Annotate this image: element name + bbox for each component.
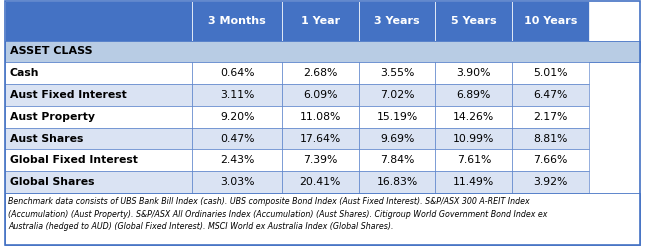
Bar [359, 84, 435, 106]
Text: 7.84%: 7.84% [380, 155, 414, 165]
Bar [282, 128, 359, 149]
Bar [5, 1, 192, 41]
Text: 3.03%: 3.03% [220, 177, 254, 187]
Bar [192, 106, 282, 128]
Text: 11.49%: 11.49% [453, 177, 495, 187]
Bar [282, 149, 359, 171]
Text: 5 Years: 5 Years [451, 16, 497, 26]
Text: 3.11%: 3.11% [220, 90, 254, 100]
Text: 3.92%: 3.92% [533, 177, 568, 187]
Bar [192, 1, 282, 41]
Bar [359, 149, 435, 171]
Bar [359, 106, 435, 128]
Bar [435, 171, 512, 193]
Bar [282, 171, 359, 193]
Bar [435, 106, 512, 128]
Bar [512, 62, 589, 84]
Bar [5, 128, 192, 149]
Text: Aust Fixed Interest: Aust Fixed Interest [10, 90, 126, 100]
Bar [5, 41, 640, 62]
Text: 1 Year: 1 Year [301, 16, 340, 26]
Text: Global Fixed Interest: Global Fixed Interest [10, 155, 137, 165]
Text: 14.26%: 14.26% [453, 112, 495, 122]
Bar [359, 128, 435, 149]
Text: 5.01%: 5.01% [533, 68, 568, 78]
Bar [512, 171, 589, 193]
Bar [282, 106, 359, 128]
Text: 7.02%: 7.02% [380, 90, 414, 100]
Bar [192, 128, 282, 149]
Bar [359, 62, 435, 84]
Text: 2.17%: 2.17% [533, 112, 568, 122]
Bar [5, 106, 192, 128]
Bar [435, 149, 512, 171]
Text: 8.81%: 8.81% [533, 134, 568, 143]
Text: 9.20%: 9.20% [220, 112, 254, 122]
Text: Aust Property: Aust Property [10, 112, 95, 122]
Bar [282, 84, 359, 106]
Bar [512, 84, 589, 106]
Bar [282, 62, 359, 84]
Bar [359, 171, 435, 193]
Text: 0.47%: 0.47% [220, 134, 254, 143]
Bar [192, 149, 282, 171]
Text: 6.09%: 6.09% [303, 90, 337, 100]
Bar [192, 62, 282, 84]
Bar [435, 128, 512, 149]
Bar [435, 1, 512, 41]
Text: Cash: Cash [10, 68, 39, 78]
Bar [359, 1, 435, 41]
Text: 7.66%: 7.66% [533, 155, 568, 165]
Bar [512, 149, 589, 171]
Text: 2.43%: 2.43% [220, 155, 254, 165]
Text: 9.69%: 9.69% [380, 134, 414, 143]
Text: 3 Months: 3 Months [208, 16, 266, 26]
Text: ASSET CLASS: ASSET CLASS [10, 46, 92, 56]
Text: 3 Years: 3 Years [374, 16, 420, 26]
Text: 16.83%: 16.83% [377, 177, 418, 187]
Text: 10 Years: 10 Years [524, 16, 577, 26]
Bar [512, 128, 589, 149]
Text: 17.64%: 17.64% [300, 134, 341, 143]
Text: 0.64%: 0.64% [220, 68, 254, 78]
Text: Benchmark data consists of UBS Bank Bill Index (cash). UBS composite Bond Index : Benchmark data consists of UBS Bank Bill… [8, 197, 548, 231]
Bar [435, 62, 512, 84]
Bar [192, 171, 282, 193]
Bar [435, 84, 512, 106]
Text: 15.19%: 15.19% [377, 112, 418, 122]
Text: 6.89%: 6.89% [457, 90, 491, 100]
Text: 3.55%: 3.55% [380, 68, 414, 78]
Text: 10.99%: 10.99% [453, 134, 495, 143]
Text: Aust Shares: Aust Shares [10, 134, 83, 143]
Bar [192, 84, 282, 106]
Text: 11.08%: 11.08% [299, 112, 341, 122]
Bar [512, 106, 589, 128]
Text: 3.90%: 3.90% [457, 68, 491, 78]
Text: Global Shares: Global Shares [10, 177, 94, 187]
Text: 2.68%: 2.68% [303, 68, 337, 78]
Bar [282, 1, 359, 41]
Text: 7.61%: 7.61% [457, 155, 491, 165]
Bar [512, 1, 589, 41]
Bar [5, 193, 640, 245]
Text: 7.39%: 7.39% [303, 155, 337, 165]
Text: 20.41%: 20.41% [299, 177, 341, 187]
Bar [5, 84, 192, 106]
Text: 6.47%: 6.47% [533, 90, 568, 100]
Bar [5, 149, 192, 171]
Bar [5, 62, 192, 84]
Bar [5, 171, 192, 193]
